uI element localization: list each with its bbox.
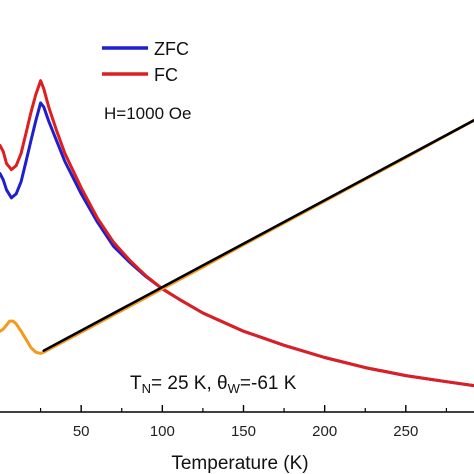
theta-subscript: W <box>228 381 241 396</box>
tn-value: = 25 K, <box>151 373 217 394</box>
series-layer <box>0 79 474 388</box>
field-annotation: H=1000 Oe <box>104 104 191 123</box>
x-tick-label-100: 100 <box>150 423 175 440</box>
legend: ZFC FC <box>102 39 189 85</box>
theta-symbol: θ <box>217 373 228 394</box>
x-tick-label-200: 200 <box>312 423 337 440</box>
theta-value: =-61 K <box>240 373 297 394</box>
tn-symbol: T <box>130 373 142 394</box>
tn-subscript: N <box>142 381 151 396</box>
x-tick-label-50: 50 <box>73 423 90 440</box>
x-ticks: 50 100 150 200 250 <box>39 405 448 440</box>
transition-annotation: TN= 25 K, θW=-61 K <box>130 373 297 396</box>
x-tick-label-150: 150 <box>231 423 256 440</box>
series-fc-line <box>0 79 474 388</box>
curie-weiss-fit-line <box>42 119 474 352</box>
x-tick-label-250: 250 <box>393 423 418 440</box>
legend-zfc-label: ZFC <box>154 39 189 59</box>
legend-fc-label: FC <box>154 65 178 85</box>
x-axis-title: Temperature (K) <box>171 453 308 474</box>
